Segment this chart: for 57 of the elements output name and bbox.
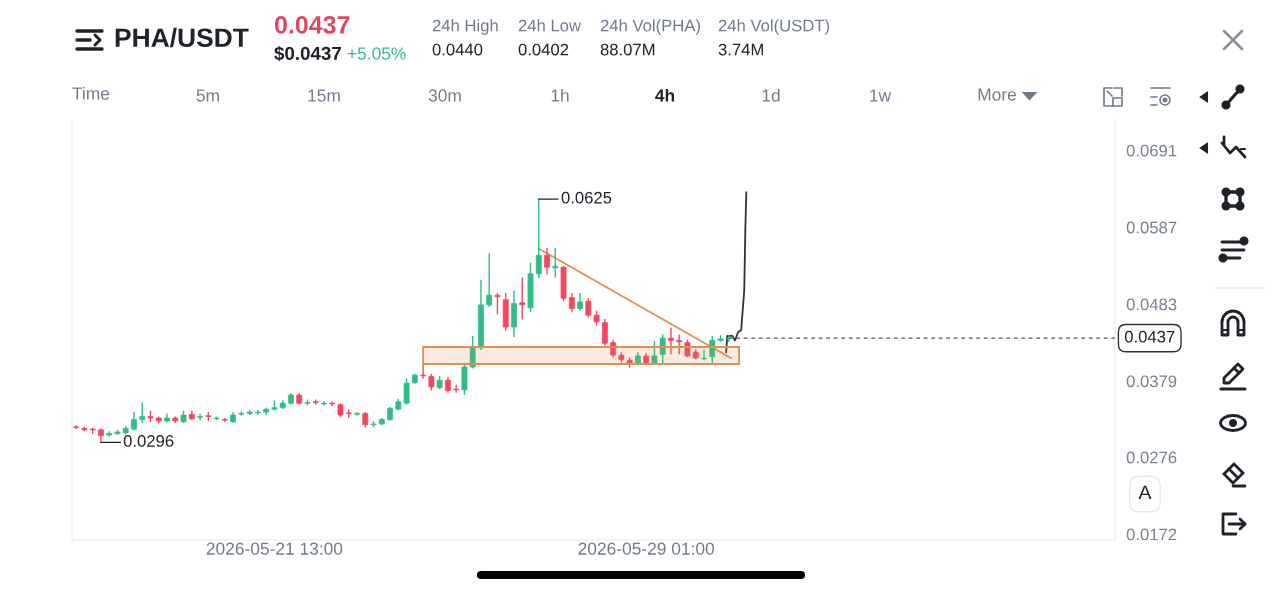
candlestick (321, 401, 327, 406)
candlestick (676, 334, 683, 355)
candlestick (486, 253, 493, 308)
text: 3.74M (718, 43, 763, 56)
candlestick (420, 364, 427, 379)
text: +5.05% (347, 47, 406, 60)
candlestick (552, 247, 559, 278)
ref-line-label: 0.0437 (1124, 330, 1175, 343)
candlestick (535, 198, 542, 279)
candlestick (453, 384, 460, 393)
text: 24h Vol(USDT) (718, 19, 830, 35)
candlestick (519, 277, 526, 320)
text: 15m (308, 89, 340, 102)
text: 1h (551, 88, 569, 102)
text: 30m (428, 89, 461, 102)
x-tick-label: 2026-05-29 01:00 (578, 542, 715, 555)
candlestick (701, 349, 707, 361)
text: 5m (196, 89, 219, 102)
y-tick-label: 0.0172 (1126, 528, 1177, 541)
annotation: 0.0296 (123, 435, 174, 447)
text: More (978, 88, 1017, 101)
text: 4h (655, 88, 675, 102)
text: 0.0440 (432, 43, 483, 56)
y-tick-label: 0.0276 (1126, 451, 1177, 464)
y-tick-label: 0.0691 (1126, 144, 1177, 157)
candlestick (668, 327, 674, 355)
candlestick (511, 290, 517, 338)
candlestick (73, 425, 80, 430)
text: $0.0437 (274, 45, 341, 62)
text: 1d (762, 88, 780, 102)
text: 0.0402 (518, 43, 569, 56)
candlestick (494, 293, 501, 315)
candlestick (601, 318, 608, 346)
x-tick-label: 2026-05-21 13:00 (206, 542, 343, 555)
candlestick (354, 412, 360, 416)
candlestick (544, 247, 550, 275)
text: Time (72, 86, 110, 100)
chart-title: PHA/USDT (115, 27, 249, 48)
annotation: 0.0625 (561, 191, 612, 204)
text: 0.0437 (274, 16, 350, 34)
candlestick (221, 418, 228, 422)
line-series (725, 191, 748, 354)
y-tick-label: 0.0379 (1126, 375, 1177, 388)
candlestick (651, 341, 658, 365)
text: 24h Vol(PHA) (600, 19, 700, 35)
text: 24h High (432, 19, 498, 35)
text: 1w (870, 89, 892, 102)
candlestick (659, 334, 666, 364)
text: A (1138, 485, 1152, 500)
candlestick (254, 409, 261, 415)
text: 88.07M (600, 43, 655, 56)
candlestick (197, 413, 203, 421)
candlestick (139, 402, 146, 424)
candlestick (709, 335, 716, 364)
y-tick-label: 0.0483 (1126, 298, 1177, 311)
text: 24h Low (518, 19, 582, 32)
y-tick-label: 0.0587 (1126, 221, 1177, 234)
